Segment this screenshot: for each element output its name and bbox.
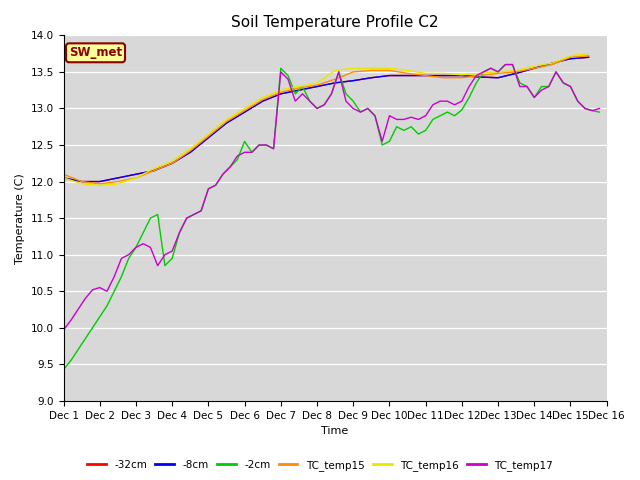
X-axis label: Time: Time bbox=[321, 426, 349, 436]
Y-axis label: Temperature (C): Temperature (C) bbox=[15, 173, 25, 264]
Legend: -32cm, -8cm, -2cm, TC_temp15, TC_temp16, TC_temp17: -32cm, -8cm, -2cm, TC_temp15, TC_temp16,… bbox=[83, 456, 557, 475]
Title: Soil Temperature Profile C2: Soil Temperature Profile C2 bbox=[231, 15, 439, 30]
Text: SW_met: SW_met bbox=[69, 46, 122, 60]
